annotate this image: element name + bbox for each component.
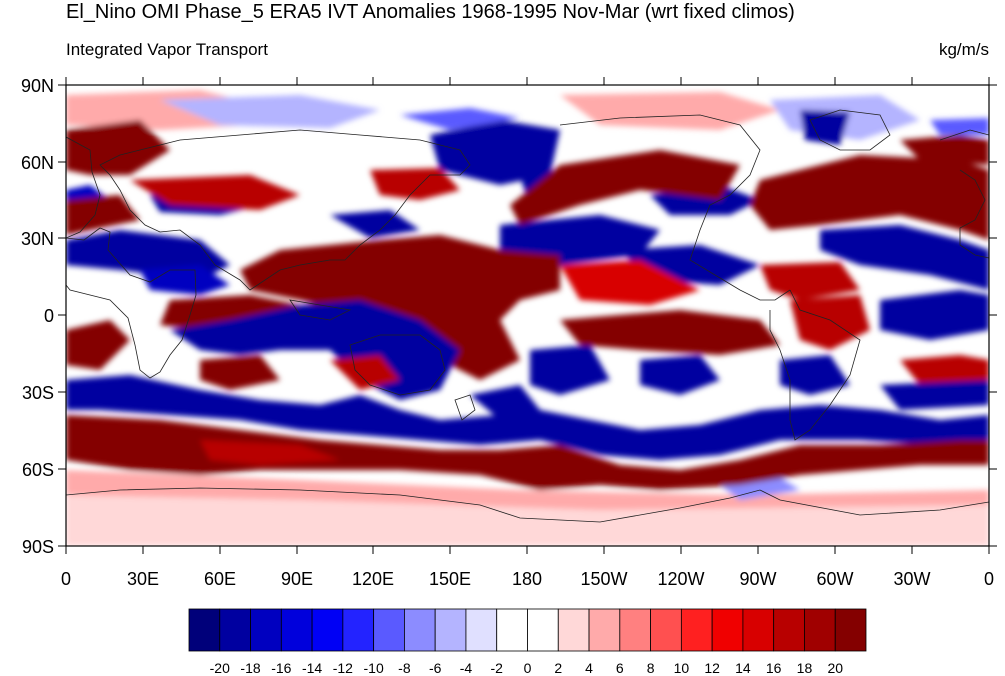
units-label: kg/m/s [938,40,989,59]
colorbar-label: 6 [616,660,624,676]
plot-title: El_Nino OMI Phase_5 ERA5 IVT Anomalies 1… [66,1,795,23]
colorbar-label: 8 [647,660,655,676]
lon-label: 150E [429,569,471,589]
lat-label: 90S [22,537,54,557]
colorbar-label: -16 [271,660,291,676]
lon-label: 90W [739,569,776,589]
colorbar-swatch [342,608,375,652]
colorbar-swatch [588,608,621,652]
colorbar-label: 18 [797,660,813,676]
lon-label: 90E [281,569,313,589]
colorbar-label: 12 [704,660,720,676]
colorbar-label: -4 [460,660,473,676]
anomaly-field [66,85,989,546]
colorbar-swatch [834,608,867,652]
colorbar-swatch [188,608,221,652]
colorbar-swatch [773,608,805,652]
colorbar-label: -12 [333,660,353,676]
colorbar-swatch [496,608,528,652]
colorbar-swatch [311,608,344,652]
colorbar-swatch [373,608,405,652]
colorbar-label: -8 [398,660,411,676]
coastlines [66,109,989,523]
colorbar-label: -10 [364,660,384,676]
lat-label: 30N [21,229,54,249]
colorbar-swatch [250,608,282,652]
colorbar-swatch [711,608,744,652]
colorbar-label: 10 [674,660,690,676]
colorbar-swatch [742,608,775,652]
colorbar-label: 4 [585,660,593,676]
colorbar-label: -2 [491,660,504,676]
lon-label: 60E [204,569,236,589]
colorbar-label: 14 [735,660,751,676]
colorbar-swatch [680,608,713,652]
colorbar-label: -14 [302,660,322,676]
colorbar-label: 2 [554,660,562,676]
lat-label: 90N [21,76,54,96]
colorbar-label: -6 [429,660,442,676]
lon-label: 120E [352,569,394,589]
lon-label: 120W [657,569,704,589]
lon-label: 30W [893,569,930,589]
colorbar-swatch [434,608,467,652]
lat-label: 0 [44,306,54,326]
colorbar-swatch [280,608,313,652]
lon-label: 0 [984,569,994,589]
lat-label: 60N [21,153,54,173]
lon-label: 150W [580,569,627,589]
colorbar-swatch [619,608,651,652]
colorbar-label: 16 [766,660,782,676]
lon-label: 180 [512,569,542,589]
colorbar-label: 0 [524,660,532,676]
colorbar-swatch [804,608,836,652]
colorbar-swatch [465,608,498,652]
lon-label: 60W [816,569,853,589]
colorbar: -20 -18 -16 -14 -12 -10 -8 -6 -4 -2 0 2 4 6 8 10 12 14 16 1… [188,608,867,676]
colorbar-swatch [557,608,590,652]
lat-label: 30S [22,383,54,403]
colorbar-swatch [404,608,436,652]
variable-label: Integrated Vapor Transport [66,40,268,59]
colorbar-swatch [219,608,251,652]
lon-label: 30E [127,569,159,589]
lat-label: 60S [22,460,54,480]
colorbar-label: -18 [240,660,260,676]
colorbar-label: -20 [210,660,230,676]
colorbar-swatch [527,608,559,652]
colorbar-swatch [650,608,682,652]
lon-label: 0 [61,569,71,589]
colorbar-label: 20 [827,660,843,676]
